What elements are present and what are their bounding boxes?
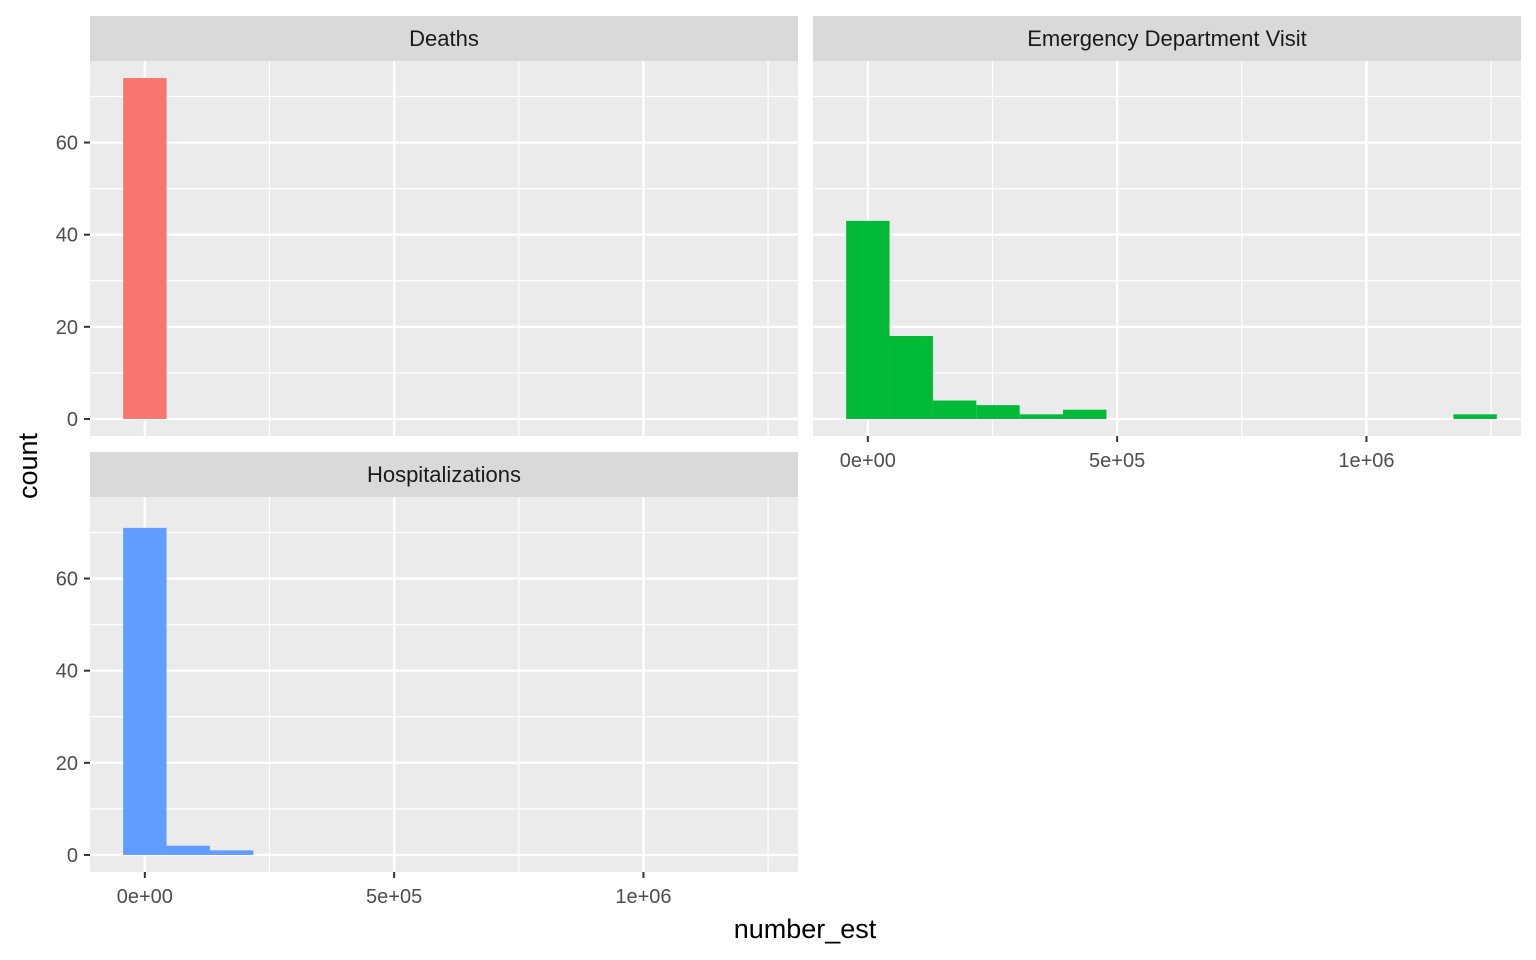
- facet-strip-label: Emergency Department Visit: [1027, 26, 1307, 51]
- panel-emergency-department-visit: Emergency Department Visit 0e+00 5e+05 1e+0…: [813, 16, 1521, 472]
- x-axis-title: number_est: [734, 914, 877, 944]
- histogram-bar: [123, 527, 167, 855]
- facet-strip-label: Hospitalizations: [367, 462, 521, 487]
- x-tick-label: 1e+06: [615, 886, 671, 908]
- histogram-bar: [976, 405, 1020, 419]
- x-tick-label: 5e+05: [366, 886, 422, 908]
- histogram-bar: [932, 400, 977, 419]
- histogram-bar: [1063, 409, 1107, 419]
- y-tick-label: 20: [56, 753, 78, 775]
- y-tick-label: 60: [56, 133, 78, 155]
- facet-strip: [90, 16, 798, 61]
- panel-hospitalizations: Hospitalizations 0 20 40 60 0e+00 5e+05 1e+06: [56, 452, 798, 908]
- panel-deaths: Deaths 0 20 40 60: [56, 16, 798, 436]
- histogram-bar: [166, 845, 210, 855]
- x-tick-label: 1e+06: [1338, 450, 1394, 472]
- histogram-bar: [209, 850, 254, 855]
- facet-strip: [813, 16, 1521, 61]
- y-axis-title: count: [13, 432, 43, 499]
- panel-background: [90, 61, 798, 436]
- x-tick-label: 0e+00: [117, 886, 173, 908]
- facet-strip-label: Deaths: [409, 26, 479, 51]
- x-tick-label: 5e+05: [1089, 450, 1145, 472]
- y-tick-label: 0: [67, 845, 78, 867]
- histogram-bar: [123, 78, 167, 419]
- histogram-bar: [1453, 414, 1497, 419]
- y-tick-label: 20: [56, 317, 78, 339]
- panels-layer: Deaths 0 20 40 60 Emergency Department Visit 0…: [56, 16, 1521, 908]
- histogram-bar: [846, 220, 890, 419]
- y-tick-label: 0: [67, 409, 78, 431]
- facet-strip: [90, 452, 798, 497]
- histogram-bar: [1019, 414, 1064, 419]
- y-tick-label: 60: [56, 569, 78, 591]
- y-tick-label: 40: [56, 661, 78, 683]
- histogram-bar: [889, 336, 933, 419]
- panel-background: [90, 497, 798, 872]
- y-tick-label: 40: [56, 225, 78, 247]
- x-tick-label: 0e+00: [840, 450, 896, 472]
